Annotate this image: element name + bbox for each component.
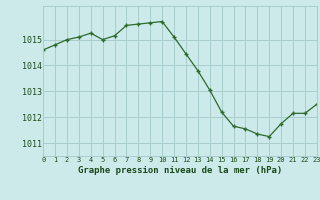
X-axis label: Graphe pression niveau de la mer (hPa): Graphe pression niveau de la mer (hPa): [78, 166, 282, 175]
